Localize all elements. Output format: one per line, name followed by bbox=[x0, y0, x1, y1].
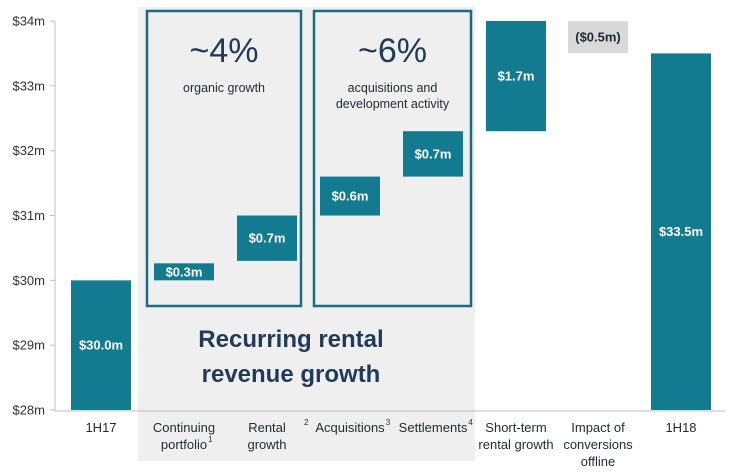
bar bbox=[486, 21, 546, 132]
recurring-growth-region bbox=[138, 7, 475, 461]
x-category-label: Settlements bbox=[399, 420, 468, 435]
y-tick-label: $30m bbox=[12, 273, 45, 288]
footnote-marker: 2 bbox=[304, 418, 309, 427]
growth-group-box bbox=[145, 9, 303, 308]
x-category-label: 1H18 bbox=[665, 420, 696, 435]
footnote-marker: 1 bbox=[208, 435, 213, 444]
bar-value-label: $0.3m bbox=[166, 264, 203, 279]
growth-group-box bbox=[312, 9, 473, 308]
bar bbox=[71, 280, 131, 410]
decrease-bar bbox=[568, 21, 628, 53]
bar-value-label: $0.6m bbox=[332, 189, 369, 204]
recurring-callout: revenue growth bbox=[202, 361, 381, 388]
growth-headline: ~6% bbox=[358, 32, 427, 70]
bar-value-label: $1.7m bbox=[498, 69, 535, 84]
x-category-label: conversions bbox=[563, 437, 633, 452]
growth-headline: ~4% bbox=[190, 32, 259, 70]
growth-subtitle: development activity bbox=[336, 97, 450, 111]
x-category-label: Rental bbox=[248, 420, 286, 435]
x-category-label: Short-term bbox=[485, 420, 546, 435]
growth-subtitle: organic growth bbox=[183, 81, 265, 95]
y-tick-label: $33m bbox=[12, 78, 45, 93]
bar bbox=[237, 215, 297, 261]
y-tick-label: $29m bbox=[12, 338, 45, 353]
y-tick-label: $28m bbox=[12, 403, 45, 418]
x-category-label: Acquisitions bbox=[315, 420, 385, 435]
bar-value-label: $0.7m bbox=[415, 146, 452, 161]
x-category-label: Impact of bbox=[571, 420, 625, 435]
x-category-label: growth bbox=[247, 437, 286, 452]
x-category-label: portfolio bbox=[161, 437, 207, 452]
x-category-label: offline bbox=[581, 454, 615, 469]
growth-subtitle: acquisitions and bbox=[348, 81, 438, 95]
y-tick-label: $31m bbox=[12, 208, 45, 223]
x-category-label: Continuing bbox=[153, 420, 215, 435]
bar-value-label: $30.0m bbox=[79, 338, 123, 353]
x-category-label: 1H17 bbox=[85, 420, 116, 435]
bar-value-label: $0.7m bbox=[249, 231, 286, 246]
bar bbox=[154, 263, 214, 281]
recurring-callout: Recurring rental bbox=[198, 326, 383, 353]
x-category-label: rental growth bbox=[478, 437, 553, 452]
bar-value-label: ($0.5m) bbox=[575, 30, 621, 45]
bar bbox=[651, 53, 711, 411]
bar bbox=[320, 176, 380, 216]
bar bbox=[403, 131, 463, 177]
bar-value-label: $33.5m bbox=[659, 224, 703, 239]
y-tick-label: $32m bbox=[12, 143, 45, 158]
footnote-marker: 4 bbox=[468, 418, 473, 427]
y-tick-label: $34m bbox=[12, 14, 45, 29]
footnote-marker: 3 bbox=[386, 418, 391, 427]
